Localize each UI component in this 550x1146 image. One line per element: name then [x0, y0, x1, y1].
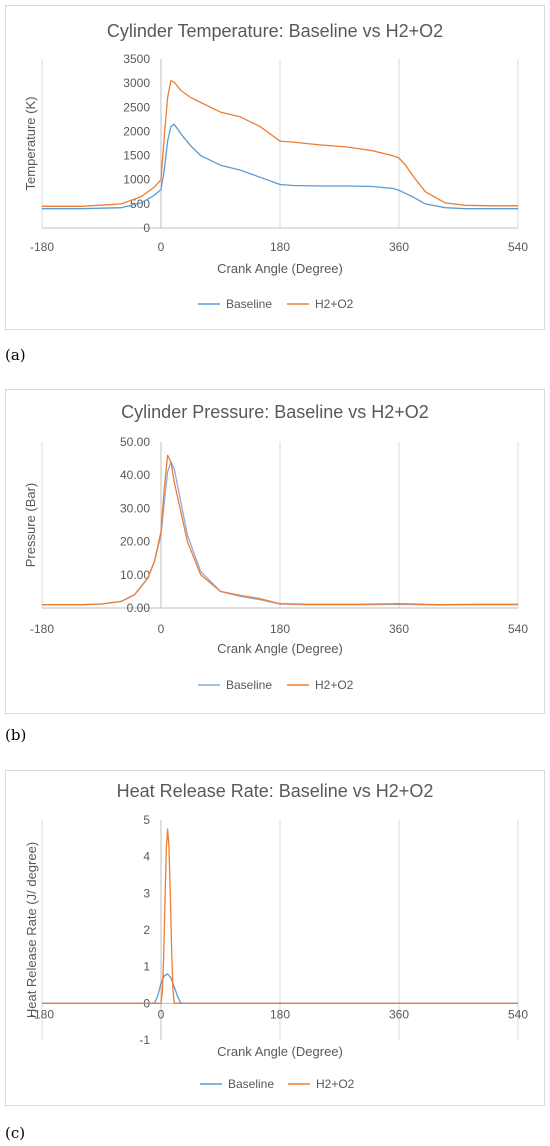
y-tick-label: 2500	[123, 100, 150, 114]
y-tick-label: 3	[143, 886, 150, 900]
y-axis-label: Heat Release Rate (J/ degree)	[24, 842, 39, 1018]
series-line-baseline	[42, 973, 518, 1004]
y-tick-label: 4	[143, 850, 150, 864]
y-tick-label: 40.00	[120, 468, 150, 482]
x-axis-label: Crank Angle (Degree)	[217, 641, 343, 656]
chart-title: Cylinder Temperature: Baseline vs H2+O2	[107, 21, 443, 41]
y-tick-label: 0.00	[127, 601, 151, 615]
x-tick-label: -180	[30, 1007, 54, 1021]
legend-label: Baseline	[228, 1077, 274, 1091]
y-tick-label: 2	[143, 923, 150, 937]
chart-panel-temperature	[5, 5, 545, 330]
chart-title: Cylinder Pressure: Baseline vs H2+O2	[121, 402, 429, 422]
x-tick-label: 360	[389, 622, 409, 636]
x-tick-label: 540	[508, 1007, 528, 1021]
x-tick-label: 360	[389, 240, 409, 254]
chart-panel-heat-release	[5, 770, 545, 1106]
caption-b: (b)	[5, 726, 27, 744]
y-tick-label: 0	[143, 221, 150, 235]
x-tick-label: 0	[158, 240, 165, 254]
x-axis-label: Crank Angle (Degree)	[217, 261, 343, 276]
legend-label: Baseline	[226, 297, 272, 311]
caption-c: (c)	[5, 1124, 26, 1142]
y-tick-label: -1	[139, 1033, 150, 1047]
x-tick-label: -180	[30, 622, 54, 636]
series-line-h2-o2	[42, 80, 518, 207]
y-tick-label: 2000	[123, 124, 150, 138]
x-tick-label: 180	[270, 622, 290, 636]
y-tick-label: 1000	[123, 173, 150, 187]
x-tick-label: 0	[158, 1007, 165, 1021]
y-tick-label: 5	[143, 813, 150, 827]
series-line-baseline	[42, 123, 518, 210]
x-tick-label: 540	[508, 240, 528, 254]
y-tick-label: 3000	[123, 76, 150, 90]
legend-label: H2+O2	[315, 678, 354, 692]
y-tick-label: 1	[143, 960, 150, 974]
chart-title: Heat Release Rate: Baseline vs H2+O2	[117, 781, 434, 801]
legend-label: H2+O2	[316, 1077, 355, 1091]
y-axis-label: Pressure (Bar)	[23, 483, 38, 568]
y-tick-label: 3500	[123, 52, 150, 66]
y-tick-label: 50.00	[120, 435, 150, 449]
x-tick-label: -180	[30, 240, 54, 254]
series-line-h2-o2	[42, 454, 518, 606]
legend-label: H2+O2	[315, 297, 354, 311]
y-tick-label: 30.00	[120, 501, 150, 515]
x-tick-label: 540	[508, 622, 528, 636]
legend-label: Baseline	[226, 678, 272, 692]
x-tick-label: 180	[270, 1007, 290, 1021]
x-tick-label: 360	[389, 1007, 409, 1021]
chart-panel-pressure	[5, 389, 545, 714]
x-tick-label: 0	[158, 622, 165, 636]
x-tick-label: 180	[270, 240, 290, 254]
y-axis-label: Temperature (K)	[23, 97, 38, 191]
caption-a: (a)	[5, 346, 26, 364]
y-tick-label: 10.00	[120, 568, 150, 582]
series-line-h2-o2	[42, 828, 518, 1004]
y-tick-label: 1500	[123, 149, 150, 163]
y-tick-label: 20.00	[120, 535, 150, 549]
x-axis-label: Crank Angle (Degree)	[217, 1044, 343, 1059]
